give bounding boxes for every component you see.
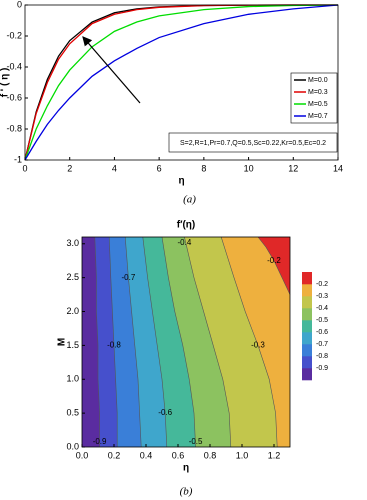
x-tick-label: 1.2 <box>268 450 281 460</box>
x-tick-label: 0.8 <box>204 450 217 460</box>
colorbar-label: -0.4 <box>316 305 328 312</box>
colorbar-label: -0.8 <box>316 353 328 360</box>
plot-frame <box>81 236 291 448</box>
arrow <box>82 36 141 104</box>
y-axis-label: f ' ( η ) <box>0 68 11 98</box>
contour-line <box>94 236 100 447</box>
contour-label: -0.7 <box>122 273 136 282</box>
colorbar-segment <box>302 272 312 285</box>
y-tick-label: 1.0 <box>66 374 79 384</box>
colorbar-label: -0.9 <box>316 365 328 372</box>
contour-label: -0.5 <box>189 437 203 446</box>
contour-line <box>161 236 196 448</box>
colorbar-segment <box>302 332 312 345</box>
caption: (a) <box>183 194 196 206</box>
x-tick-label: 12 <box>288 163 298 173</box>
colorbar-label: -0.5 <box>316 317 328 324</box>
chart-title: f′(η) <box>177 220 196 231</box>
contour-label: -0.8 <box>107 340 121 349</box>
y-tick-label: -0.2 <box>6 30 22 40</box>
contour-line <box>220 236 278 448</box>
x-tick-label: 8 <box>201 163 206 173</box>
y-tick-label: 0 <box>17 0 22 9</box>
y-tick-label: 3.0 <box>66 238 79 248</box>
colorbar-segment <box>302 320 312 333</box>
plot-frame <box>24 4 339 161</box>
y-tick-label: 0.5 <box>66 408 79 418</box>
line-series <box>24 4 339 161</box>
x-tick-label: 14 <box>333 163 343 173</box>
y-axis-label: M <box>57 338 68 346</box>
contour-line <box>108 236 118 447</box>
colorbar-segment <box>302 296 312 309</box>
x-tick-label: 10 <box>244 163 254 173</box>
legend-box <box>290 72 338 124</box>
y-tick-label: -0.8 <box>6 123 22 133</box>
x-tick-label: 2 <box>67 163 72 173</box>
contour-line <box>257 236 291 295</box>
y-tick-label: 0.0 <box>66 441 79 451</box>
y-tick-label: 2.0 <box>66 306 79 316</box>
colorbar-segment <box>302 368 312 381</box>
colorbar-label: -0.6 <box>316 329 328 336</box>
annotation-box <box>168 132 338 153</box>
x-tick-label: 0.6 <box>172 450 185 460</box>
x-tick-label: 0.4 <box>140 450 153 460</box>
caption: (b) <box>180 486 193 498</box>
colorbar-segment <box>302 344 312 357</box>
legend-label: M=0.5 <box>308 101 328 108</box>
colorbar-segment <box>302 284 312 297</box>
x-tick-label: 6 <box>157 163 162 173</box>
y-tick-label: 2.5 <box>66 272 79 282</box>
contour-line <box>142 236 168 448</box>
contour-label: -0.4 <box>178 238 192 247</box>
y-tick-label: -1 <box>14 154 22 164</box>
contour-label: -0.2 <box>267 256 281 265</box>
contour-label: -0.6 <box>158 408 172 417</box>
y-tick-label: -0.4 <box>6 61 22 71</box>
colorbar-segment <box>302 356 312 369</box>
contour-label: -0.3 <box>251 340 265 349</box>
x-tick-label: 1.0 <box>236 450 249 460</box>
line-series <box>24 4 339 161</box>
y-tick-label: 1.5 <box>66 340 79 350</box>
contour-line <box>124 236 142 448</box>
colorbar-label: -0.2 <box>316 281 328 288</box>
legend-label: M=0.3 <box>308 89 328 96</box>
legend-label: M=0.7 <box>308 113 328 120</box>
colorbar-label: -0.3 <box>316 293 328 300</box>
contour-label: -0.9 <box>93 437 107 446</box>
legend-label: M=0.0 <box>308 77 328 84</box>
x-tick-label: 0.0 <box>76 450 89 460</box>
contour-band <box>82 237 100 447</box>
annotation: S=2,R=1,Pr=0.7,Q=0.5,Sc=0.22,Kr=0.5,Ec=0… <box>180 140 326 147</box>
contour-line <box>184 236 232 448</box>
x-tick-label: 0.2 <box>108 450 121 460</box>
x-tick-label: 4 <box>112 163 117 173</box>
y-tick-label: -0.6 <box>6 92 22 102</box>
colorbar-segment <box>302 308 312 321</box>
x-tick-label: 0 <box>22 163 27 173</box>
x-axis-label: η <box>178 176 184 187</box>
x-axis-label: η <box>183 463 189 474</box>
colorbar-label: -0.7 <box>316 341 328 348</box>
